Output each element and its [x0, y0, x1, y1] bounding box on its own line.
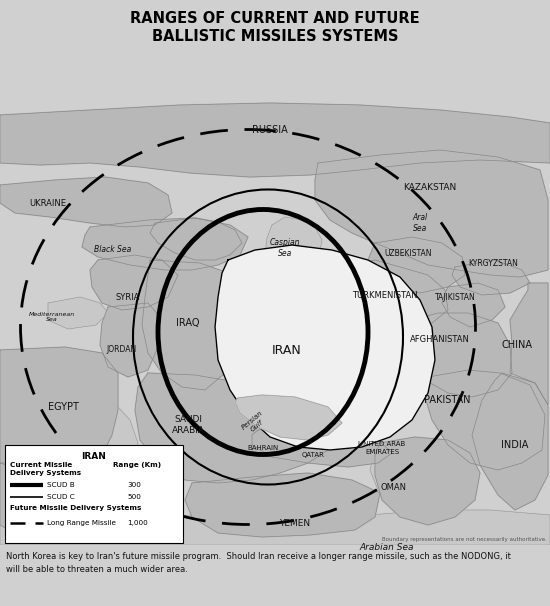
Polygon shape — [82, 218, 248, 270]
Text: Boundary representations are not necessarily authoritative.: Boundary representations are not necessa… — [382, 537, 547, 542]
Text: TURKMENISTAN: TURKMENISTAN — [352, 290, 418, 299]
Text: Current Missile
Delivery Systems: Current Missile Delivery Systems — [10, 462, 81, 476]
Polygon shape — [398, 313, 512, 397]
Text: AFGHANISTAN: AFGHANISTAN — [410, 336, 470, 344]
Polygon shape — [215, 245, 435, 450]
Polygon shape — [0, 510, 550, 545]
Text: Arabian Sea: Arabian Sea — [360, 542, 414, 551]
Text: SCUD C: SCUD C — [47, 494, 75, 500]
Text: Aral
Sea: Aral Sea — [412, 213, 427, 233]
Polygon shape — [395, 198, 445, 237]
Text: SYRIA: SYRIA — [116, 293, 140, 302]
Text: YEMEN: YEMEN — [279, 519, 311, 527]
Text: SCUD B: SCUD B — [47, 482, 75, 488]
Text: TAJIKISTAN: TAJIKISTAN — [434, 293, 475, 302]
Text: IRAQ: IRAQ — [176, 318, 200, 328]
Polygon shape — [370, 443, 478, 510]
Text: Caspian
Sea: Caspian Sea — [270, 238, 300, 258]
Polygon shape — [315, 150, 548, 277]
Text: IRAN: IRAN — [272, 344, 302, 356]
Polygon shape — [0, 177, 172, 227]
Text: UZBEKISTAN: UZBEKISTAN — [384, 248, 432, 258]
Text: QATAR: QATAR — [301, 452, 324, 458]
Text: IRAN: IRAN — [81, 452, 107, 461]
Polygon shape — [375, 437, 480, 525]
Polygon shape — [135, 373, 352, 483]
Text: UKRAINE: UKRAINE — [30, 199, 67, 207]
Text: SAUDI
ARABIA: SAUDI ARABIA — [172, 415, 205, 435]
Text: SUDAN: SUDAN — [56, 470, 88, 479]
Text: Black Sea: Black Sea — [95, 245, 131, 255]
Text: JORDAN: JORDAN — [107, 345, 137, 355]
Polygon shape — [235, 395, 342, 440]
Polygon shape — [0, 347, 118, 475]
Text: RANGES OF CURRENT AND FUTURE
BALLISTIC MISSILES SYSTEMS: RANGES OF CURRENT AND FUTURE BALLISTIC M… — [130, 12, 420, 44]
Text: BAHRAIN: BAHRAIN — [248, 445, 279, 451]
Polygon shape — [442, 283, 505, 327]
Text: OMAN: OMAN — [380, 482, 406, 491]
Text: Future Missile Delivery Systems: Future Missile Delivery Systems — [10, 505, 141, 511]
Text: UNITED ARAB
EMIRATES: UNITED ARAB EMIRATES — [359, 442, 406, 454]
Polygon shape — [265, 217, 322, 277]
Polygon shape — [90, 255, 178, 310]
Polygon shape — [510, 283, 548, 405]
Polygon shape — [452, 260, 530, 295]
Polygon shape — [96, 407, 138, 485]
Text: Mediterranean
Sea: Mediterranean Sea — [29, 311, 75, 322]
Polygon shape — [368, 237, 465, 293]
Text: North Korea is key to Iran's future missile program.  Should Iran receive a long: North Korea is key to Iran's future miss… — [6, 552, 510, 574]
Polygon shape — [0, 463, 105, 535]
Polygon shape — [305, 260, 448, 327]
Polygon shape — [235, 395, 342, 440]
Text: 300: 300 — [127, 482, 141, 488]
Polygon shape — [150, 218, 242, 260]
Text: INDIA: INDIA — [501, 440, 529, 450]
Text: RUSSIA: RUSSIA — [252, 125, 288, 135]
Text: 1,000: 1,000 — [127, 520, 148, 526]
Polygon shape — [472, 373, 548, 510]
Text: PAKISTAN: PAKISTAN — [424, 395, 470, 405]
Text: KAZAKSTAN: KAZAKSTAN — [403, 184, 456, 193]
Text: Long Range Missile: Long Range Missile — [47, 520, 116, 526]
Text: CHINA: CHINA — [502, 340, 532, 350]
Text: 500: 500 — [127, 494, 141, 500]
Text: Red
Sea: Red Sea — [104, 450, 119, 470]
Text: Persian
Gulf: Persian Gulf — [241, 410, 269, 436]
Polygon shape — [425, 370, 545, 470]
Text: EGYPT: EGYPT — [47, 402, 79, 412]
Polygon shape — [85, 230, 163, 265]
Polygon shape — [185, 473, 380, 537]
Text: KYRGYZSTAN: KYRGYZSTAN — [468, 259, 518, 267]
Text: Range (Km): Range (Km) — [113, 462, 161, 468]
Polygon shape — [100, 303, 160, 377]
Polygon shape — [142, 260, 240, 390]
FancyBboxPatch shape — [5, 445, 183, 543]
Polygon shape — [0, 103, 550, 177]
Polygon shape — [252, 427, 392, 467]
Polygon shape — [48, 297, 108, 329]
